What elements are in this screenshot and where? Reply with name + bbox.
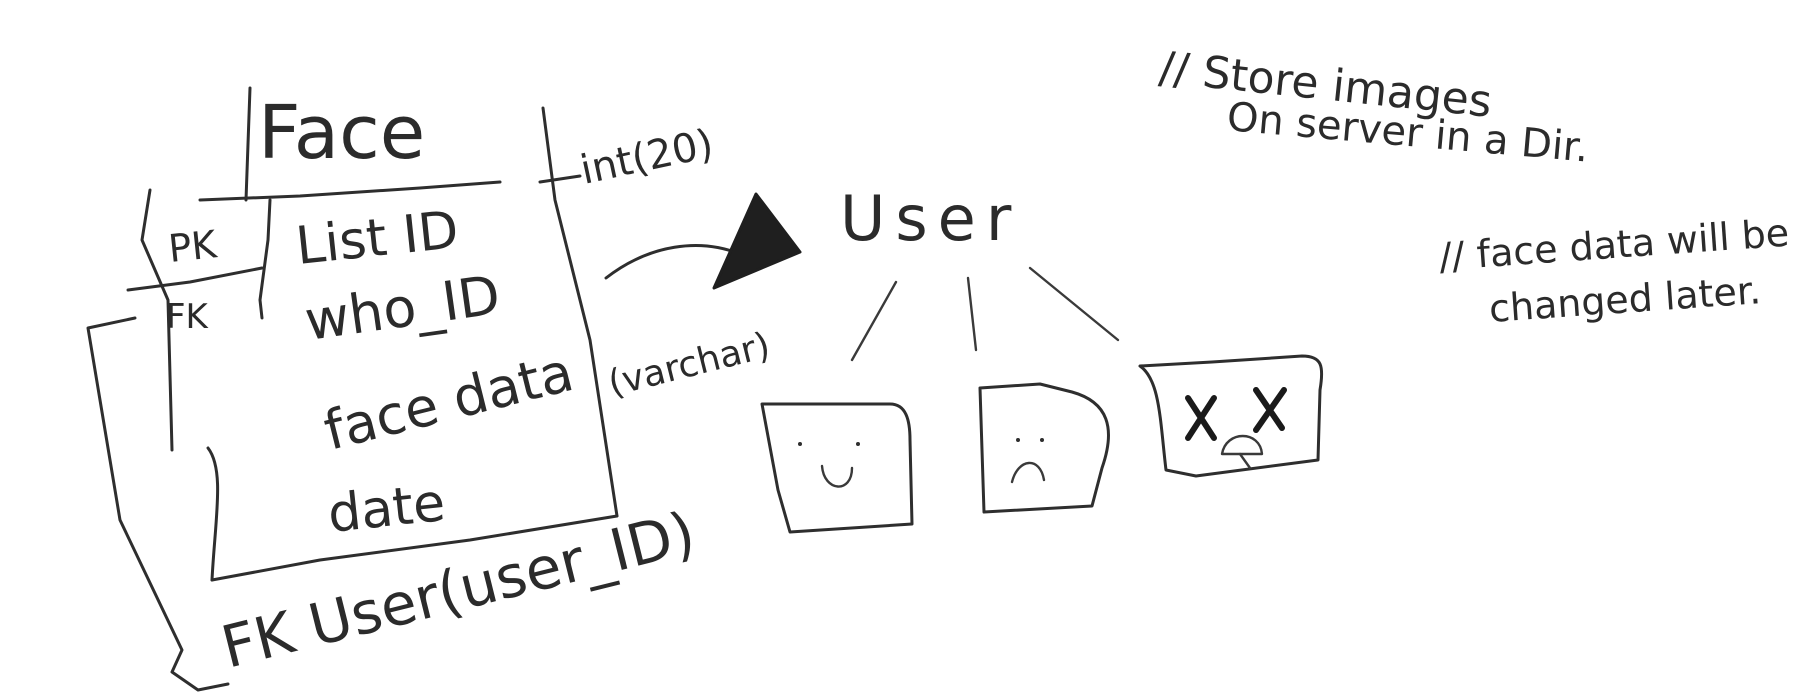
key-bracket [140,188,174,452]
fk-label: FK [166,297,210,337]
dead-face-icon [1138,354,1324,478]
field-date: date [325,473,448,545]
notes: // Store images On server in a Dir. // f… [1157,42,1791,331]
pk-label: PK [166,222,219,271]
face-images [760,354,1324,534]
relation-arrow [604,192,802,290]
note-face-data-line2: changed later. [1488,268,1763,331]
happy-face-icon [760,402,914,534]
user-node: User [840,182,1120,362]
type-varchar: (varchar) [604,325,774,405]
sad-face-icon [978,382,1110,514]
title-underline [198,180,502,202]
field-who-id: who_ID [301,263,504,353]
user-branch-middle [966,276,978,352]
field-face-data: face data [318,340,580,463]
table-bottom-border [210,514,619,582]
pk-fk-separator [126,266,264,292]
user-label: User [840,182,1021,255]
fk-outer-bracket [86,316,230,692]
fk-curve [206,446,220,582]
arrow-head [712,192,802,290]
key-separator [258,198,272,320]
table-right-border [541,106,619,518]
fk-user-note: FK User(user_ID) [215,498,702,681]
user-branch-left [850,280,898,362]
table-title: Face [258,90,425,176]
user-branch-right [1028,266,1120,342]
arrow-shaft [604,244,742,280]
int-tick [538,174,582,184]
field-list-id: List ID [293,200,461,277]
table-left-rule [244,86,252,202]
type-int: int(20) [577,121,718,194]
